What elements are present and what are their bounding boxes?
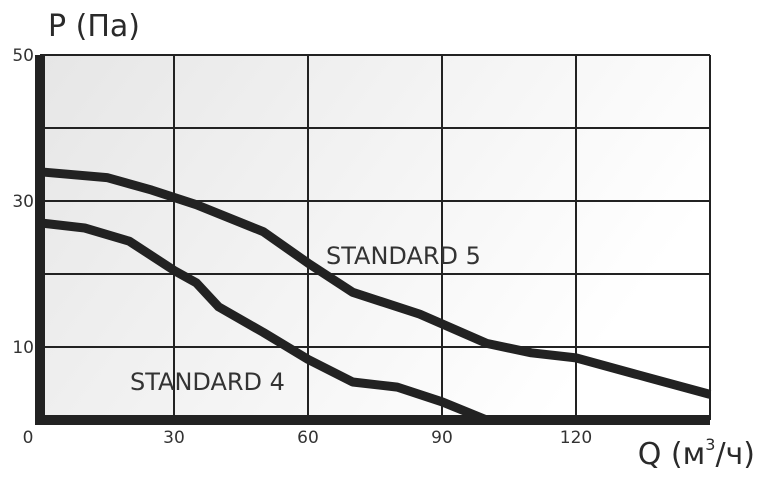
axes [35,55,710,425]
plot-area [40,55,710,420]
y-tick-label: 30 [12,192,34,212]
x-tick-label: 0 [23,428,34,448]
y-tick-label: 10 [12,338,34,358]
x-tick-label: 90 [431,428,453,448]
series-label-standard-4: STANDARD 4 [130,368,285,396]
x-axis-label-main: Q (м [638,437,706,472]
x-tick-label: 30 [163,428,185,448]
x-axis-label-sup: 3 [705,435,715,454]
grid [40,54,711,420]
tick-labels: 0 30 60 90 120 10 30 50 [12,46,592,448]
x-axis-label-tail: /ч) [715,437,755,472]
y-tick-label: 50 [12,46,34,66]
series-line-standard-4 [39,218,489,425]
x-tick-label: 60 [297,428,319,448]
series-label-standard-5: STANDARD 5 [326,242,481,270]
y-axis-label: P (Па) [48,9,140,44]
series-layer [39,167,712,425]
series-line-standard-5 [39,167,712,399]
x-axis-label: Q (м3/ч) [638,435,755,472]
x-tick-label: 120 [560,428,592,448]
